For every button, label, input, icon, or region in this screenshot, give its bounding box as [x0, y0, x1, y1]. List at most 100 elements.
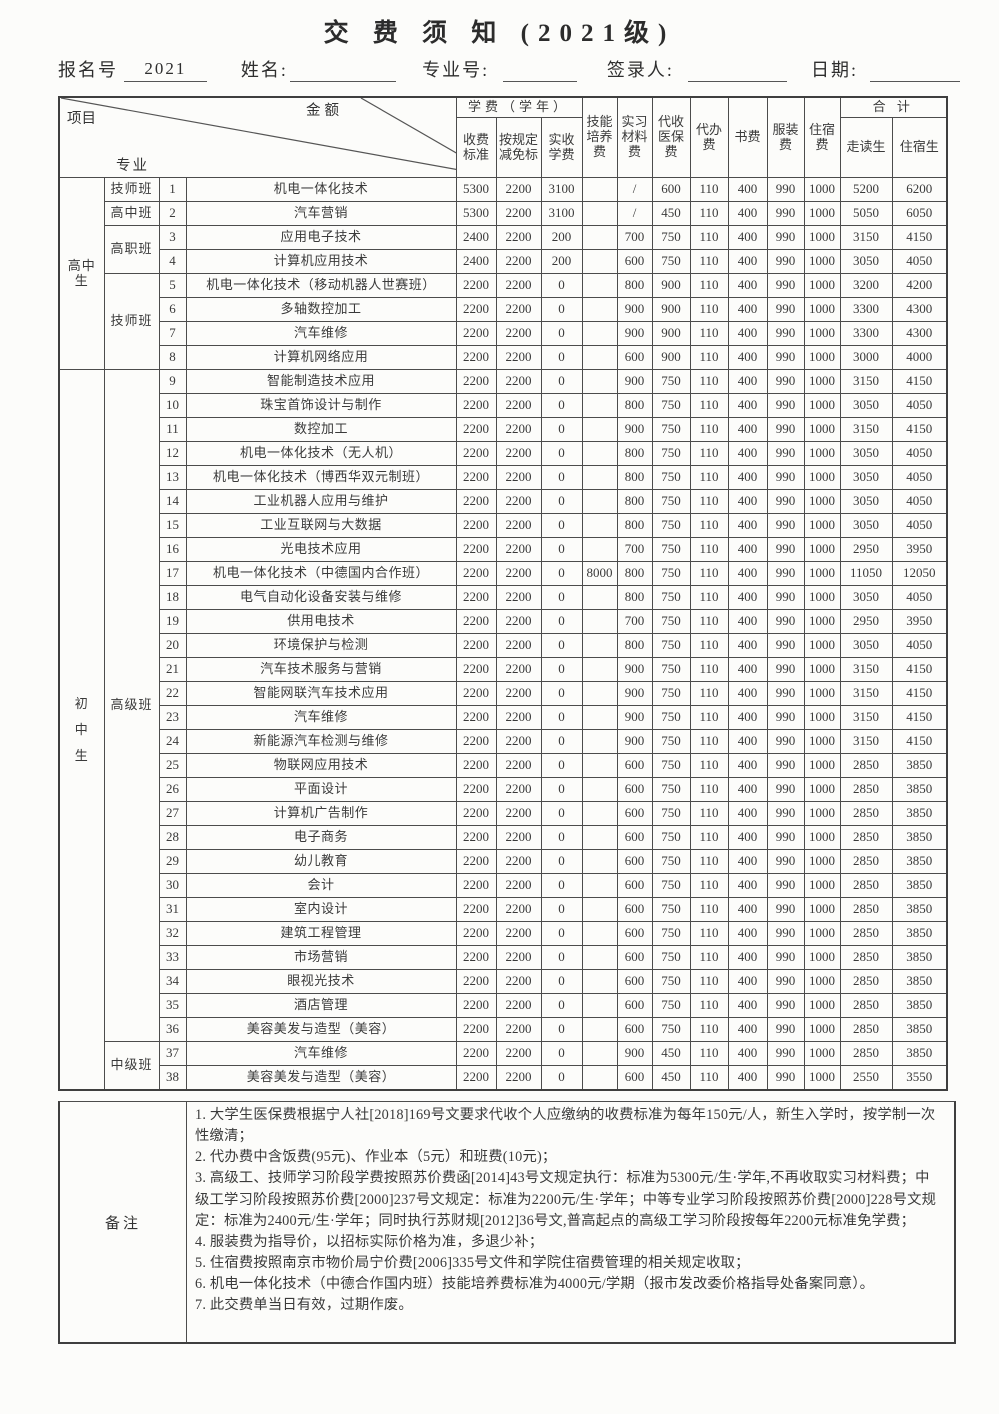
tuition-standard: 2200	[455, 945, 497, 970]
agency-fee: 110	[689, 1065, 729, 1091]
uniform-fee: 990	[766, 729, 805, 754]
total-day-student: 2850	[839, 921, 893, 946]
major-name: 汽车营销	[185, 201, 457, 226]
material-fee: 700	[616, 225, 653, 250]
total-boarding-student: 4300	[891, 321, 948, 346]
fee-table: 项目 金额 专业 学费（学年） 技能培养费 实习材料费 代收医保费 代办费 书费…	[58, 96, 949, 1091]
major-no-label: 专业号:	[422, 60, 490, 80]
material-fee: 900	[616, 729, 653, 754]
table-row: 19 供用电技术 2200 2200 0 700 750 110 400 990 1000 2950 3…	[59, 609, 948, 634]
skill-fee	[581, 657, 618, 682]
agency-fee: 110	[689, 465, 729, 490]
material-fee: 800	[616, 513, 653, 538]
major-name: 会计	[185, 873, 457, 898]
book-fee: 400	[727, 609, 768, 634]
class-group: 高职班	[103, 225, 160, 274]
skill-fee	[581, 753, 618, 778]
tuition-standard: 2200	[455, 657, 497, 682]
uniform-fee: 990	[766, 945, 805, 970]
uniform-fee: 990	[766, 369, 805, 394]
tuition-reduction: 2200	[495, 489, 542, 514]
dorm-fee: 1000	[803, 393, 841, 418]
dorm-fee: 1000	[803, 753, 841, 778]
tuition-actual: 0	[540, 609, 583, 634]
total-boarding-student: 6050	[891, 201, 948, 226]
agency-fee: 110	[689, 201, 729, 226]
tuition-standard: 2200	[455, 465, 497, 490]
row-number: 8	[158, 345, 187, 370]
agency-fee: 110	[689, 513, 729, 538]
medical-fee: 750	[651, 393, 691, 418]
row-number: 30	[158, 873, 187, 898]
book-fee: 400	[727, 657, 768, 682]
remark-note: 4. 服装费为指导价，以招标实际价格为准，多退少补；	[195, 1233, 544, 1250]
major-name: 新能源汽车检测与维修	[185, 729, 457, 754]
page-title: 交 费 须 知 (2021级)	[323, 20, 676, 47]
table-row: 14 工业机器人应用与维护 2200 2200 0 800 750 110 400 990 1000…	[59, 489, 948, 514]
row-number: 31	[158, 897, 187, 922]
book-fee: 400	[727, 561, 768, 586]
table-row: 25 物联网应用技术 2200 2200 0 600 750 110 400 990 1000 285…	[59, 753, 948, 778]
tuition-reduction: 2200	[495, 897, 542, 922]
tuition-standard: 2200	[455, 1041, 497, 1066]
dorm-fee: 1000	[803, 729, 841, 754]
major-name: 市场营销	[185, 945, 457, 970]
total-day-student: 3300	[839, 297, 893, 322]
row-number: 37	[158, 1041, 187, 1066]
skill-fee	[581, 441, 618, 466]
table-body: 高中生 技师班 1 机电一体化技术 5300 2200 3100/600 110 400 990 1…	[58, 177, 948, 1091]
material-fee: 600	[616, 897, 653, 922]
tuition-standard: 2200	[455, 921, 497, 946]
tuition-reduction: 2200	[495, 921, 542, 946]
row-number: 22	[158, 681, 187, 706]
table-row: 20 环境保护与检测 2200 2200 0 800 750 110 400 990 1000 305…	[59, 633, 948, 658]
tuition-standard: 2200	[455, 777, 497, 802]
tuition-actual: 0	[540, 897, 583, 922]
dorm-fee: 1000	[803, 897, 841, 922]
agency-fee: 110	[689, 273, 729, 298]
material-fee: 900	[616, 297, 653, 322]
table-row: 27 计算机广告制作 2200 2200 0 600 750 110 400 990 1000 285…	[59, 801, 948, 826]
dorm-fee: 1000	[803, 585, 841, 610]
uniform-fee: 990	[766, 585, 805, 610]
row-number: 38	[158, 1065, 187, 1091]
total-boarding-student: 3850	[891, 993, 948, 1018]
book-fee: 400	[727, 393, 768, 418]
uniform-fee: 990	[766, 273, 805, 298]
row-number: 7	[158, 321, 187, 346]
tuition-standard: 2200	[455, 297, 497, 322]
book-fee: 400	[727, 1017, 768, 1042]
agency-fee: 110	[689, 297, 729, 322]
remark-note: 1. 大学生医保费根据宁人社[2018]169号文要求代收个人应缴纳的收费标准为…	[195, 1107, 936, 1145]
skill-fee	[581, 297, 618, 322]
dorm-fee: 1000	[803, 873, 841, 898]
skill-fee	[581, 921, 618, 946]
dorm-fee: 1000	[803, 321, 841, 346]
total-boarding-student: 3850	[891, 945, 948, 970]
dorm-fee: 1000	[803, 417, 841, 442]
book-fee: 400	[727, 345, 768, 370]
medical-fee: 750	[651, 561, 691, 586]
tuition-actual: 0	[540, 273, 583, 298]
dorm-fee: 1000	[803, 177, 841, 202]
table-row: 26 平面设计 2200 2200 0 600 750 110 400 990 1000 2850 38…	[59, 777, 948, 802]
material-fee: 900	[616, 1041, 653, 1066]
medical-fee: 450	[651, 1065, 691, 1091]
tuition-actual: 200	[540, 225, 583, 250]
tuition-reduction: 2200	[495, 945, 542, 970]
total-boarding-student: 4200	[891, 273, 948, 298]
dorm-fee: 1000	[803, 921, 841, 946]
agency-fee: 110	[689, 1041, 729, 1066]
material-fee: 800	[616, 585, 653, 610]
total-day-student: 3150	[839, 369, 893, 394]
agency-fee: 110	[689, 945, 729, 970]
tuition-standard: 2200	[455, 1017, 497, 1042]
uniform-fee: 990	[766, 465, 805, 490]
material-fee: 600	[616, 945, 653, 970]
book-fee: 400	[727, 1041, 768, 1066]
skill-fee	[581, 729, 618, 754]
tuition-reduction: 2200	[495, 513, 542, 538]
row-number: 5	[158, 273, 187, 298]
tuition-standard: 2200	[455, 585, 497, 610]
uniform-fee: 990	[766, 513, 805, 538]
